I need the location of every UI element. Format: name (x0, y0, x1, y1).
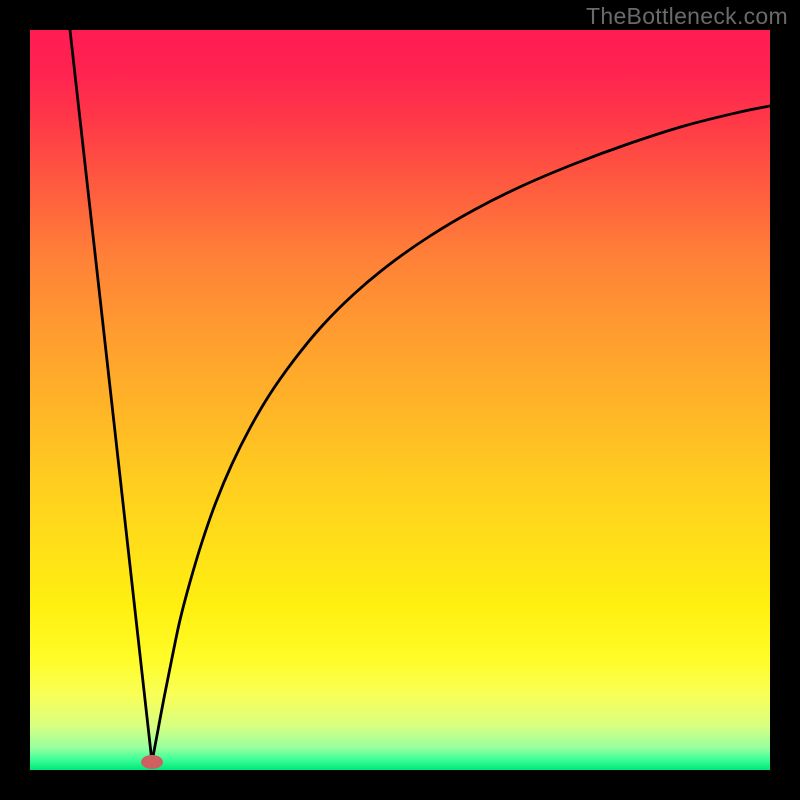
plot-area (30, 30, 770, 770)
curve-svg (30, 30, 770, 770)
minimum-marker (141, 755, 163, 769)
watermark-text: TheBottleneck.com (586, 3, 788, 30)
curve-right-segment (152, 106, 770, 762)
chart-container: TheBottleneck.com (0, 0, 800, 800)
curve-left-segment (70, 30, 152, 762)
